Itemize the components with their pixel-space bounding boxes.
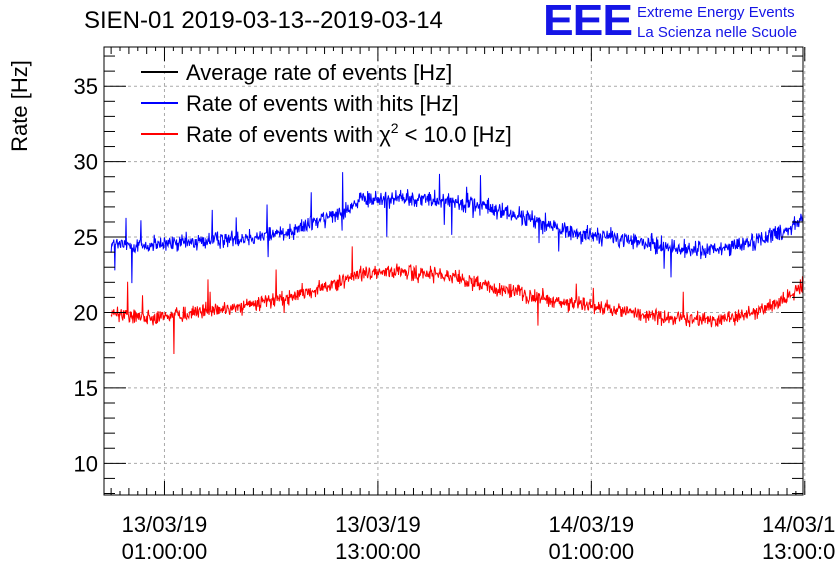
x-tick-label-date: 13/03/19 xyxy=(122,512,208,537)
data-series xyxy=(110,172,804,354)
x-tick-label-date: 14/03/19 xyxy=(549,512,635,537)
y-tick-label: 10 xyxy=(74,451,98,476)
legend-label: Rate of events with hits [Hz] xyxy=(186,91,459,116)
x-tick-label-time: 01:00:00 xyxy=(122,539,208,564)
y-tick-label: 30 xyxy=(74,150,98,175)
legend-label: Rate of events with χ2 < 10.0 [Hz] xyxy=(186,120,512,147)
y-axis-label: Rate [Hz] xyxy=(7,60,32,152)
x-tick-label-date: 13/03/19 xyxy=(335,512,421,537)
eee-logo-icon: EEE xyxy=(543,0,633,45)
legend: Average rate of events [Hz] Rate of event… xyxy=(141,60,512,147)
logo-text-line-2: La Scienza nelle Scuole xyxy=(637,24,798,41)
axis-ticks xyxy=(104,47,806,495)
legend-label: Average rate of events [Hz] xyxy=(186,60,452,85)
y-tick-label: 15 xyxy=(74,376,98,401)
series-line-hits xyxy=(110,172,804,284)
x-tick-label-date: 14/03/19 xyxy=(762,512,836,537)
x-tick-label-time: 13:00:00 xyxy=(762,539,836,564)
x-tick-label-time: 01:00:00 xyxy=(549,539,635,564)
y-tick-label: 25 xyxy=(74,225,98,250)
axis-labels: 10152025303513/03/1901:00:0013/03/1913:0… xyxy=(74,74,836,564)
series-line-chi2 xyxy=(110,246,804,354)
y-tick-label: 20 xyxy=(74,300,98,325)
plot-frame xyxy=(103,46,804,496)
x-tick-label-time: 13:00:00 xyxy=(335,539,421,564)
chart-title: SIEN-01 2019-03-13--2019-03-14 xyxy=(84,7,443,34)
y-tick-label: 35 xyxy=(74,74,98,99)
logo-text-line-1: Extreme Energy Events xyxy=(637,4,795,21)
